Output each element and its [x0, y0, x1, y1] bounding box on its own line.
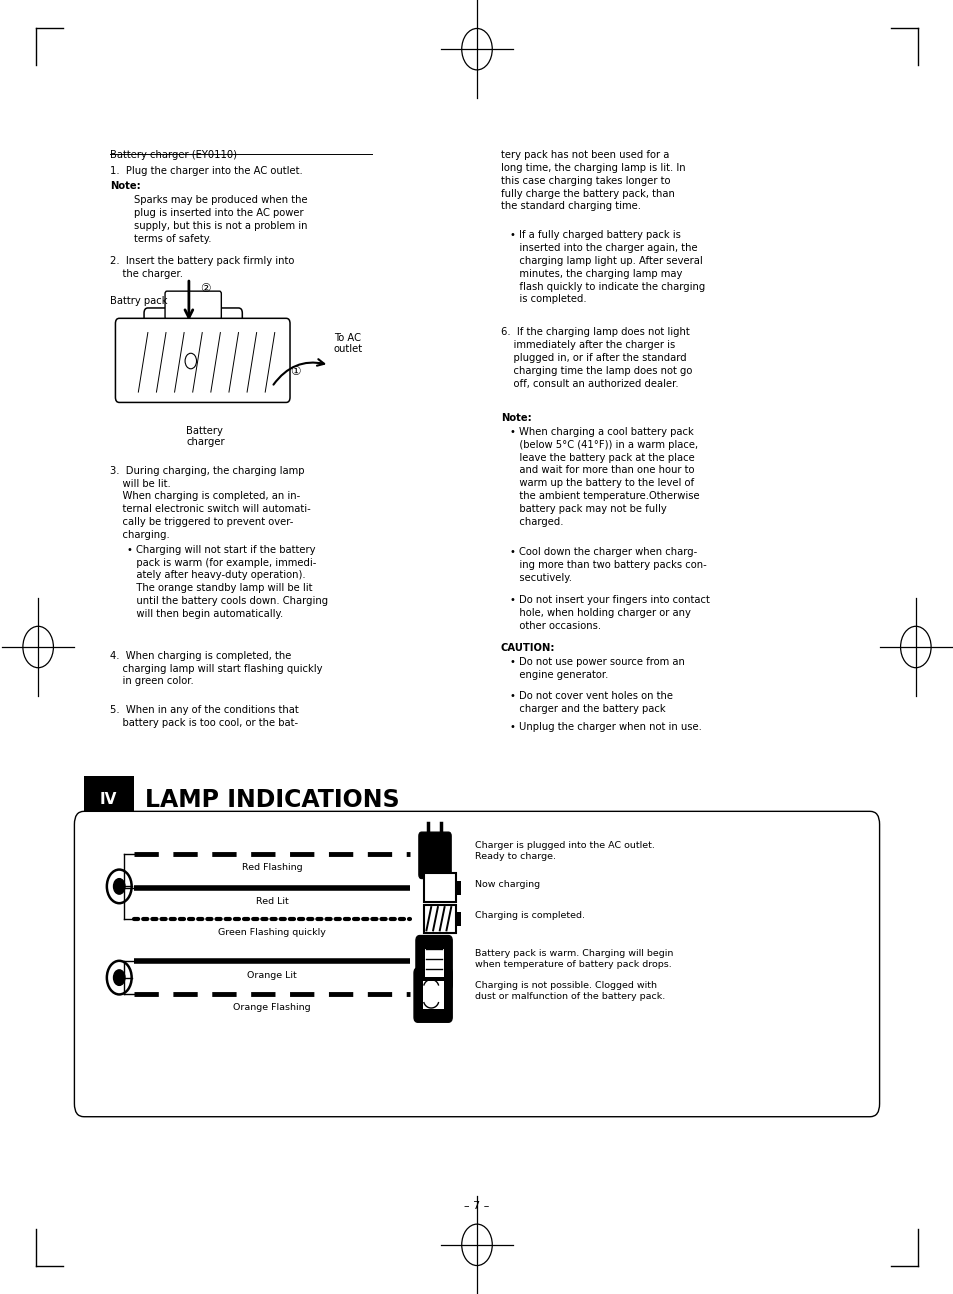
FancyBboxPatch shape — [115, 318, 290, 402]
Text: Charging is completed.: Charging is completed. — [475, 911, 584, 920]
Text: Orange Lit: Orange Lit — [247, 970, 296, 980]
Text: 6.  If the charging lamp does not light
    immediately after the charger is
   : 6. If the charging lamp does not light i… — [500, 327, 692, 388]
Text: Sparks may be produced when the
plug is inserted into the AC power
supply, but t: Sparks may be produced when the plug is … — [133, 195, 307, 243]
Text: Charger is plugged into the AC outlet.
Ready to charge.: Charger is plugged into the AC outlet. R… — [475, 841, 655, 862]
Text: 1.  Plug the charger into the AC outlet.: 1. Plug the charger into the AC outlet. — [110, 166, 302, 176]
Text: Orange Flashing: Orange Flashing — [233, 1003, 311, 1012]
Text: Battery
charger: Battery charger — [186, 426, 224, 448]
Text: Now charging: Now charging — [475, 880, 539, 889]
Text: IV: IV — [100, 792, 117, 807]
Text: Battry pack: Battry pack — [110, 296, 167, 307]
Text: Charging is not possible. Clogged with
dust or malfunction of the battery pack.: Charging is not possible. Clogged with d… — [475, 981, 664, 1002]
FancyBboxPatch shape — [424, 949, 443, 977]
Text: Battery pack is warm. Charging will begin
when temperature of battery pack drops: Battery pack is warm. Charging will begi… — [475, 949, 673, 969]
FancyBboxPatch shape — [416, 936, 452, 990]
FancyBboxPatch shape — [418, 832, 451, 879]
Text: • Do not insert your fingers into contact
   hole, when holding charger or any
 : • Do not insert your fingers into contac… — [510, 595, 710, 631]
Text: Battery charger (EY0110): Battery charger (EY0110) — [110, 150, 236, 160]
FancyBboxPatch shape — [144, 308, 242, 393]
Text: CAUTION:: CAUTION: — [500, 643, 555, 653]
Text: 4.  When charging is completed, the
    charging lamp will start flashing quickl: 4. When charging is completed, the charg… — [110, 651, 322, 687]
Text: To AC
outlet: To AC outlet — [334, 333, 363, 355]
Text: • If a fully charged battery pack is
   inserted into the charger again, the
   : • If a fully charged battery pack is ins… — [510, 230, 705, 304]
Text: • Charging will not start if the battery
   pack is warm (for example, immedi-
 : • Charging will not start if the battery… — [127, 545, 328, 619]
Text: 5.  When in any of the conditions that
    battery pack is too cool, or the bat-: 5. When in any of the conditions that ba… — [110, 705, 298, 729]
Text: – 7 –: – 7 – — [464, 1201, 489, 1211]
FancyBboxPatch shape — [165, 291, 221, 320]
Circle shape — [113, 970, 125, 986]
Bar — [456, 911, 460, 927]
Bar — [84, 776, 133, 823]
Text: • Cool down the charger when charg-
   ing more than two battery packs con-
   s: • Cool down the charger when charg- ing … — [510, 547, 706, 584]
Text: Note:: Note: — [110, 181, 140, 192]
FancyBboxPatch shape — [422, 981, 443, 1009]
Bar — [423, 905, 456, 933]
Text: • Do not use power source from an
   engine generator.: • Do not use power source from an engine… — [510, 657, 684, 681]
Text: 3.  During charging, the charging lamp
    will be lit.
    When charging is com: 3. During charging, the charging lamp wi… — [110, 466, 310, 540]
Text: Red Flashing: Red Flashing — [241, 863, 302, 872]
FancyBboxPatch shape — [74, 811, 879, 1117]
Text: Note:: Note: — [500, 413, 531, 423]
Text: • When charging a cool battery pack
   (below 5°C (41°F)) in a warm place,
   le: • When charging a cool battery pack (bel… — [510, 427, 700, 527]
Text: ②: ② — [199, 282, 211, 295]
Circle shape — [113, 879, 125, 894]
Text: 2.  Insert the battery pack firmly into
    the charger.: 2. Insert the battery pack firmly into t… — [110, 256, 294, 280]
Text: Red Lit: Red Lit — [255, 897, 288, 906]
Text: ①: ① — [290, 365, 301, 378]
Text: • Unplug the charger when not in use.: • Unplug the charger when not in use. — [510, 722, 701, 732]
Text: • Do not cover vent holes on the
   charger and the battery pack: • Do not cover vent holes on the charger… — [510, 691, 673, 714]
FancyBboxPatch shape — [414, 968, 452, 1022]
Bar — [456, 880, 460, 895]
Bar — [423, 873, 456, 902]
Text: tery pack has not been used for a
long time, the charging lamp is lit. In
this c: tery pack has not been used for a long t… — [500, 150, 685, 211]
Text: Green Flashing quickly: Green Flashing quickly — [217, 928, 326, 937]
Text: LAMP INDICATIONS: LAMP INDICATIONS — [145, 788, 399, 811]
